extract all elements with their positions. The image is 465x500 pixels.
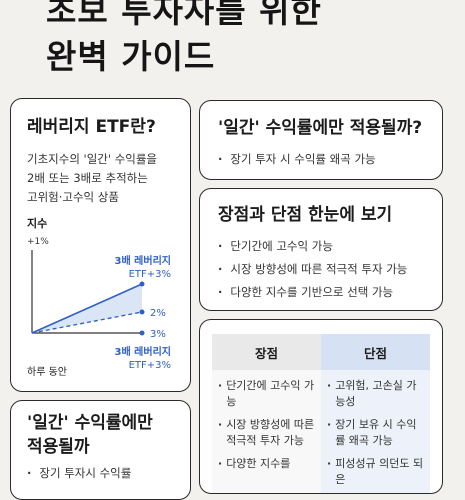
pros-cons-bullet: 시장 방향성에 따른 적극적 투자 가능 bbox=[218, 261, 442, 277]
pros-cons-bullets: 단기간에 고수익 가능 시장 방향성에 따른 적극적 투자 가능 다양한 지수를… bbox=[218, 238, 442, 300]
leverage-card-title: 레버리지 ETF란? bbox=[27, 117, 156, 137]
chart-upper-label-1: 3배 레버리지 bbox=[115, 254, 171, 267]
chart-y-label: 지수 bbox=[27, 217, 47, 230]
leverage-etf-card: 레버리지 ETF란? 기초지수의 '일간' 수익률을 2배 또는 3배로 추적하… bbox=[10, 98, 191, 392]
daily-bottom-bullets: 장기 투자시 수익률 bbox=[27, 465, 190, 481]
daily-return-card-bottom: '일간' 수익률에만 적용될까 장기 투자시 수익률 bbox=[10, 400, 191, 500]
daily-bottom-title-line-1: '일간' 수익률에만 bbox=[27, 413, 153, 433]
cons-item-text: 장기 보유 시 수익률 왜곡 가능 bbox=[335, 418, 417, 447]
chart-low-label: 3% bbox=[150, 329, 166, 340]
leverage-description: 기초지수의 '일간' 수익률을 2배 또는 3배로 추적하는 고위험·고수익 상… bbox=[27, 150, 190, 207]
daily-return-card-top: '일간' 수익률에만 적용될까? 장기 투자 시 수익률 왜곡 가능 bbox=[199, 100, 443, 180]
chart-low-point bbox=[139, 330, 145, 336]
daily-top-bullet: 장기 투자 시 수익률 왜곡 가능 bbox=[218, 151, 442, 167]
pros-item-text: 단기간에 고수익 가능 bbox=[226, 379, 315, 408]
cons-header: 단점 bbox=[321, 334, 430, 370]
chart-mid-label: 2% bbox=[150, 308, 166, 319]
leverage-desc-line: 기초지수의 '일간' 수익률을 bbox=[27, 152, 158, 166]
pros-column: · 단기간에 고수익 가능 · 시장 방향성에 따른 적극적 투자 가능 · 다양한 … bbox=[212, 370, 321, 493]
cons-item: · 고위험, 고손실 가능성 bbox=[327, 378, 426, 410]
pros-item: · 단기간에 고수익 가능 bbox=[218, 378, 317, 410]
cons-item-text: 피성성규 의던도 되은 bbox=[335, 457, 424, 486]
chart-y-tick: +1% bbox=[27, 237, 49, 247]
daily-top-title: '일간' 수익률에만 적용될까? bbox=[218, 118, 423, 138]
chart-upper-line bbox=[31, 283, 143, 334]
pros-cons-bullet: 다양한 지수를 기반으로 선택 가능 bbox=[218, 284, 442, 300]
cons-column: · 고위험, 고손실 가능성 · 장기 보유 시 수익률 왜곡 가능 · 피성성규 의… bbox=[321, 370, 430, 493]
pros-item: · 다양한 지수를 bbox=[218, 457, 291, 470]
chart-upper-label-2: ETF+3% bbox=[129, 269, 171, 280]
cons-item: · 장기 보유 시 수익률 왜곡 가능 bbox=[327, 417, 426, 449]
page-title: 초보 투자자를 위한 완벽 가이드 bbox=[46, 0, 322, 80]
cons-item: · 피성성규 의던도 되은 bbox=[327, 456, 426, 488]
pros-header: 장점 bbox=[212, 334, 321, 370]
daily-bottom-title-line-2: 적용될까 bbox=[27, 437, 90, 457]
chart-lower-label-2: ETF+3% bbox=[129, 360, 171, 371]
daily-bottom-bullet: 장기 투자시 수익률 bbox=[27, 465, 190, 481]
chart-mid-line bbox=[31, 311, 143, 334]
cons-item-text: 고위험, 고손실 가능성 bbox=[335, 379, 417, 408]
pros-item: · 시장 방향성에 따른 적극적 투자 가능 bbox=[218, 417, 317, 449]
pros-item-text: 시장 방향성에 따른 적극적 투자 가능 bbox=[226, 418, 315, 447]
daily-top-bullets: 장기 투자 시 수익률 왜곡 가능 bbox=[218, 151, 442, 167]
chart-mid-point bbox=[139, 309, 145, 315]
leverage-chart: 지수 +1% 3배 레버리지 ETF+3% 2% 3% 3배 레버리지 ETF+… bbox=[27, 217, 171, 378]
pros-cons-card: 장점과 단점 한눈에 보기 단기간에 고수익 가능 시장 방향성에 따른 적극적… bbox=[199, 188, 443, 311]
comparison-table: 장점 단점 · 단기간에 고수익 가능 · 시장 방향성에 따른 적극적 투자 가능… bbox=[212, 334, 430, 493]
pros-cons-title: 장점과 단점 한눈에 보기 bbox=[218, 205, 393, 225]
title-line-1: 초보 투자자를 위한 bbox=[46, 0, 322, 30]
title-line-2: 완벽 가이드 bbox=[46, 37, 216, 76]
pros-item-text: 다양한 지수를 bbox=[226, 457, 291, 470]
leverage-desc-line: 2배 또는 3배로 추적하는 bbox=[27, 171, 148, 185]
chart-lower-label-1: 3배 레버리지 bbox=[115, 345, 171, 358]
pros-cons-bullet: 단기간에 고수익 가능 bbox=[218, 238, 442, 254]
chart-x-label: 하루 동안 bbox=[27, 365, 67, 378]
leverage-desc-line: 고위험·고수익 상품 bbox=[27, 190, 119, 204]
daily-bottom-title: '일간' 수익률에만 적용될까 bbox=[27, 411, 190, 459]
chart-upper-point bbox=[139, 281, 145, 287]
comparison-table-card: 장점 단점 · 단기간에 고수익 가능 · 시장 방향성에 따른 적극적 투자 가능… bbox=[199, 319, 443, 494]
